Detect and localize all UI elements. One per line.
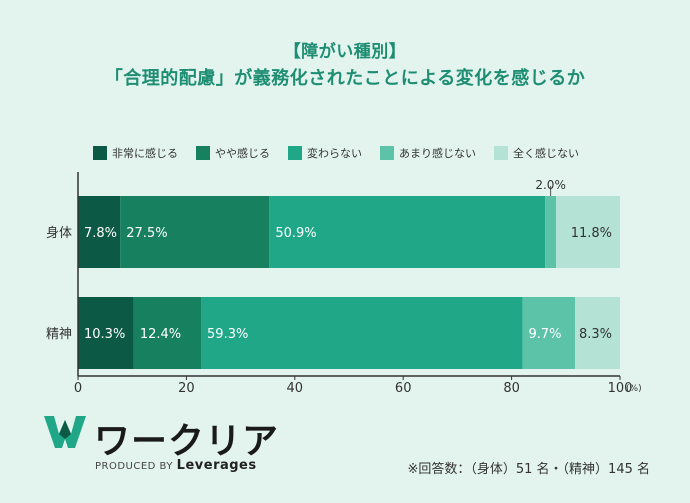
bar-segment bbox=[522, 297, 576, 369]
stacked-bar-chart: 7.8% 27.5% 50.9% 2.0% 11.8% 身体 10.3% 12.4% 59.3%… bbox=[46, 172, 642, 396]
logo-sub-prefix: PRODUCED BY bbox=[95, 461, 173, 472]
chart-title-line1: 【障がい種別】 bbox=[283, 42, 407, 62]
legend-item: あまり感じない bbox=[380, 145, 476, 161]
legend-item: やや感じる bbox=[196, 145, 270, 161]
x-tick-label: 80 bbox=[503, 381, 520, 396]
logo-text: ワークリア bbox=[94, 421, 280, 462]
legend-swatch bbox=[196, 146, 210, 160]
bar-segment bbox=[78, 196, 121, 268]
x-tick-label: 40 bbox=[287, 381, 304, 396]
x-tick-label: 0 bbox=[74, 381, 82, 396]
bar-segment bbox=[120, 196, 270, 268]
legend-label: 変わらない bbox=[307, 147, 362, 160]
data-label: 7.8% bbox=[84, 226, 117, 241]
x-tick-label: 100 bbox=[608, 381, 633, 396]
legend-swatch bbox=[380, 146, 394, 160]
legend: 非常に感じる やや感じる 変わらない あまり感じない 全く感じない bbox=[93, 145, 597, 161]
bar-segment bbox=[78, 297, 134, 369]
bar-segment bbox=[133, 297, 202, 369]
bar-segment bbox=[556, 196, 620, 268]
x-axis-unit: (%) bbox=[626, 384, 642, 394]
bar-segment bbox=[575, 297, 620, 369]
legend-item: 非常に感じる bbox=[93, 145, 178, 161]
bar-segment bbox=[269, 196, 546, 268]
legend-swatch bbox=[288, 146, 302, 160]
legend-item: 全く感じない bbox=[494, 145, 579, 161]
legend-swatch bbox=[494, 146, 508, 160]
data-label: 2.0% bbox=[535, 178, 566, 192]
data-label: 12.4% bbox=[140, 327, 181, 342]
x-tick-label: 20 bbox=[178, 381, 195, 396]
workclear-logo-icon bbox=[44, 416, 86, 448]
data-label: 8.3% bbox=[579, 327, 612, 342]
data-label: 10.3% bbox=[84, 327, 125, 342]
chart-title-line2: 「合理的配慮」が義務化されたことによる変化を感じるか bbox=[104, 68, 586, 89]
category-label: 精神 bbox=[46, 327, 72, 342]
legend-label: 非常に感じる bbox=[112, 147, 178, 160]
legend-label: やや感じる bbox=[215, 147, 270, 160]
legend-label: あまり感じない bbox=[399, 147, 476, 160]
logo-sub-brand: Leverages bbox=[176, 458, 257, 473]
bar-segment bbox=[201, 297, 523, 369]
data-label: 11.8% bbox=[571, 226, 612, 241]
respondent-count-note: ※回答数：（身体）51 名・（精神）145 名 bbox=[407, 462, 650, 477]
category-label: 身体 bbox=[46, 225, 72, 241]
data-label: 9.7% bbox=[528, 327, 561, 342]
legend-swatch bbox=[93, 146, 107, 160]
legend-label: 全く感じない bbox=[513, 147, 579, 160]
x-tick-label: 60 bbox=[395, 381, 412, 396]
data-label: 50.9% bbox=[275, 226, 316, 241]
legend-item: 変わらない bbox=[288, 145, 362, 161]
logo-subtitle: PRODUCED BY Leverages bbox=[95, 458, 257, 473]
data-label: 59.3% bbox=[207, 327, 248, 342]
bar-segment bbox=[545, 196, 557, 268]
data-label: 27.5% bbox=[126, 226, 167, 241]
